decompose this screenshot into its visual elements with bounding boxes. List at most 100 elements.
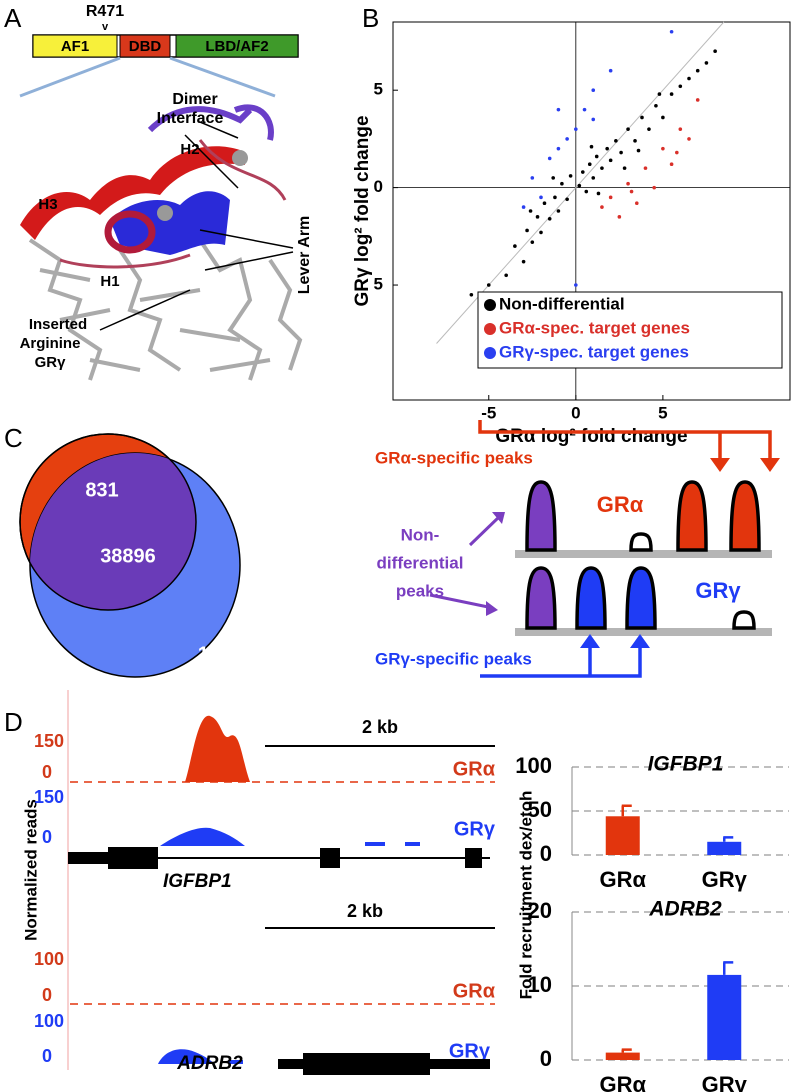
point <box>577 183 582 188</box>
chart-title: IGFBP1 <box>648 753 724 776</box>
point <box>539 230 543 235</box>
pointer <box>99 289 191 331</box>
diagonal <box>436 21 725 344</box>
peak <box>525 480 557 552</box>
venn-count: 38896 <box>100 545 156 567</box>
error-bar <box>621 1048 632 1053</box>
point <box>695 68 700 73</box>
mutation-label: R471 <box>86 3 124 20</box>
mutation-marker: v <box>102 21 109 33</box>
gene-exon <box>303 1053 430 1075</box>
y-tick-label: 20 <box>528 898 552 923</box>
point <box>469 292 474 297</box>
point <box>608 158 613 163</box>
annotation: GRγ-specific peaks <box>375 649 532 668</box>
point <box>594 154 599 159</box>
venn-overlap <box>30 453 196 610</box>
point <box>580 170 585 174</box>
point <box>486 283 491 287</box>
point <box>560 181 564 186</box>
point <box>713 49 717 54</box>
track-tick: 0 <box>42 985 52 1005</box>
point <box>565 197 569 202</box>
point <box>596 191 601 196</box>
annotation: GRα-specific peaks <box>375 448 533 467</box>
error-bar <box>723 961 734 975</box>
point <box>551 176 555 180</box>
panel-label: D <box>4 707 23 737</box>
point <box>622 166 627 170</box>
track-label: GRα <box>597 492 644 517</box>
point <box>553 195 557 200</box>
legend-label: GRα-spec. target genes <box>499 318 690 337</box>
plot-frame <box>392 21 791 401</box>
bar <box>605 1052 640 1060</box>
point <box>626 181 630 186</box>
domain <box>119 34 171 58</box>
arrowhead <box>486 512 505 616</box>
panel-label: B <box>362 3 379 33</box>
point <box>530 176 535 180</box>
y-tick-label: 0 <box>540 841 552 866</box>
scale-label: 2 kb <box>347 901 383 921</box>
panel-b: -5 0 5 5 0 5 GRα log² fold change GRγ log² fold… <box>352 21 791 447</box>
track-tick: 0 <box>42 827 52 847</box>
peak <box>525 566 557 630</box>
point <box>582 107 587 112</box>
pointer <box>204 251 294 271</box>
track-tick: 150 <box>34 731 64 751</box>
point <box>636 148 641 153</box>
point <box>608 68 613 73</box>
point <box>634 201 639 206</box>
gene-label: ADRB2 <box>176 1053 243 1074</box>
track-label: GRγ <box>454 818 496 840</box>
chart-title: ADRB2 <box>648 898 722 921</box>
y-tick-label: 100 <box>515 753 552 778</box>
peak <box>575 566 607 630</box>
axis-title: Normalized reads <box>21 799 40 941</box>
x-tick-label: GRα <box>599 867 646 892</box>
point <box>608 195 613 200</box>
read-coverage <box>160 827 420 846</box>
point <box>556 209 561 213</box>
gene-exon <box>68 852 110 864</box>
track-tick: 100 <box>34 949 64 969</box>
legend-marker <box>484 323 496 335</box>
point <box>530 240 535 244</box>
y-tick-label: 10 <box>528 972 552 997</box>
zinc-atom <box>232 150 248 166</box>
track-label: GRα <box>453 980 496 1002</box>
peak <box>732 610 756 630</box>
point <box>647 127 651 131</box>
bar <box>605 816 640 855</box>
gene-exon <box>108 847 158 869</box>
error-bar <box>621 804 632 817</box>
point <box>504 273 508 278</box>
bar <box>707 841 742 855</box>
point <box>640 115 644 120</box>
track-label: GRγ <box>449 1040 491 1062</box>
point <box>535 215 540 219</box>
point <box>704 61 709 65</box>
point <box>633 139 637 143</box>
track-tick: 100 <box>34 1011 64 1031</box>
domain-label: DBD <box>129 38 162 55</box>
panel-c: 831 38896 1474 GRα-specific peaks GRα No… <box>19 420 780 678</box>
peak <box>625 566 657 630</box>
pointer <box>199 229 294 249</box>
x-tick-label: GRγ <box>702 867 748 892</box>
point <box>584 189 589 194</box>
point <box>629 189 634 194</box>
point <box>568 174 573 178</box>
annotation: peaks <box>396 581 444 600</box>
point <box>591 88 596 92</box>
arrowhead <box>580 634 650 648</box>
point <box>695 98 700 102</box>
point <box>556 107 561 112</box>
zinc-atom <box>157 205 173 221</box>
domain <box>32 34 118 58</box>
y-tick-label: 50 <box>528 797 552 822</box>
point <box>626 127 630 131</box>
